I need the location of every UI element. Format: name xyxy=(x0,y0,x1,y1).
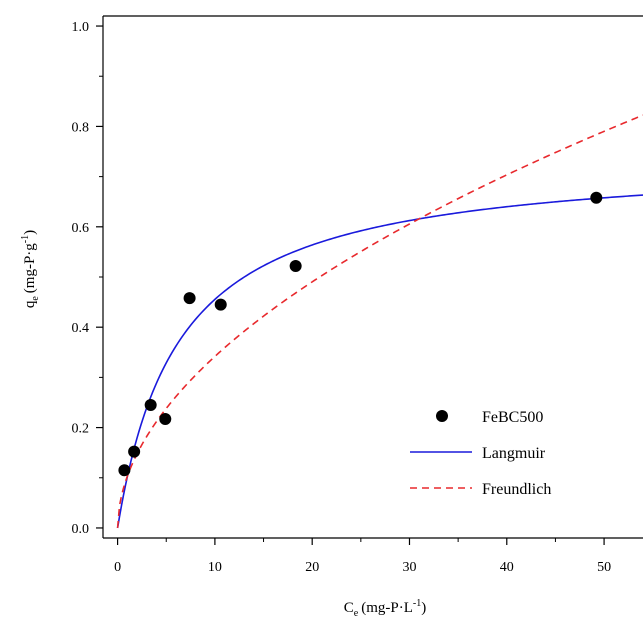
data-point xyxy=(144,398,157,411)
y-tick-label: 0.0 xyxy=(72,522,90,537)
data-point xyxy=(214,298,227,311)
plot-frame xyxy=(102,15,643,539)
freundlich-curve xyxy=(116,114,643,529)
y-tick-label: 1.0 xyxy=(72,20,90,35)
data-points xyxy=(118,191,603,477)
x-tick-label: 0 xyxy=(114,560,121,575)
legend-marker-febc500 xyxy=(436,410,448,422)
data-point xyxy=(183,292,196,305)
y-axis-title: qe(mg-P·g-1) xyxy=(20,230,41,308)
x-tick-label: 40 xyxy=(500,560,514,575)
x-axis-title: Ce (mg-P·L-1) xyxy=(344,598,426,619)
fit-curves xyxy=(116,114,643,529)
x-tick-label: 20 xyxy=(305,560,319,575)
legend-item-freundlich: Freundlich xyxy=(410,481,551,498)
legend-item-langmuir: Langmuir xyxy=(410,445,546,462)
x-tick-label: 10 xyxy=(208,560,222,575)
x-tick-label: 50 xyxy=(597,560,611,575)
data-point xyxy=(590,191,603,204)
y-axis-ticks: 0.0 0.2 0.4 0.6 0.8 1.0 xyxy=(72,20,103,537)
x-tick-label: 30 xyxy=(402,560,416,575)
legend: FeBC500 Langmuir Freundlich xyxy=(410,409,551,498)
legend-item-febc500: FeBC500 xyxy=(436,409,543,426)
y-tick-label: 0.2 xyxy=(72,422,90,437)
data-point xyxy=(289,259,302,272)
langmuir-curve xyxy=(116,194,643,529)
legend-label-febc500: FeBC500 xyxy=(482,409,543,426)
x-axis-ticks: 0 10 20 30 40 50 xyxy=(114,538,611,575)
legend-label-langmuir: Langmuir xyxy=(482,445,546,462)
data-point xyxy=(159,413,172,426)
y-tick-label: 0.4 xyxy=(72,321,90,336)
data-point xyxy=(118,464,131,477)
y-tick-label: 0.6 xyxy=(72,221,90,236)
y-tick-label: 0.8 xyxy=(72,120,90,135)
legend-label-freundlich: Freundlich xyxy=(482,481,551,498)
data-point xyxy=(128,445,141,458)
